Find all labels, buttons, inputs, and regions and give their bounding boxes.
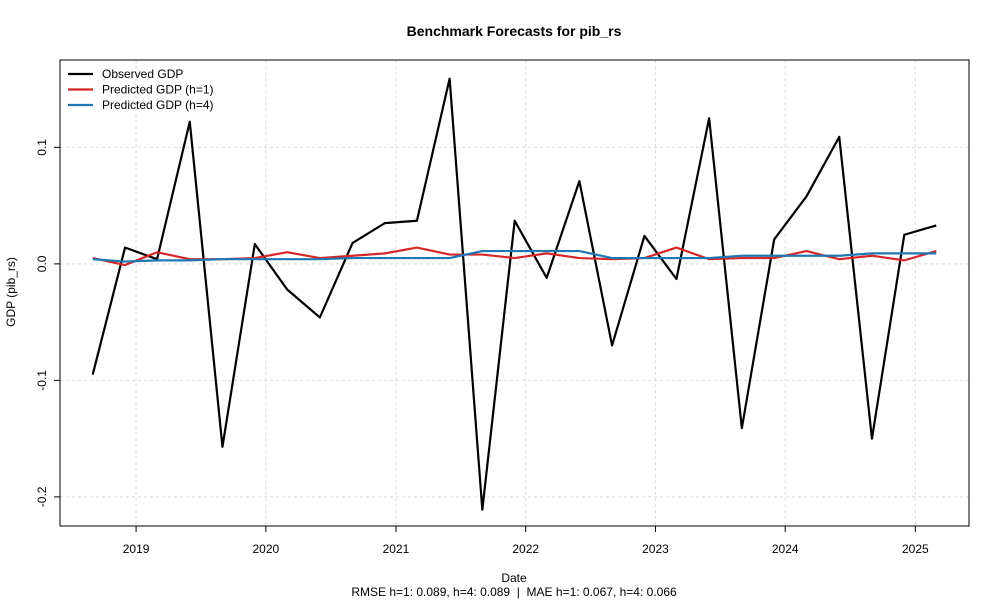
legend: Observed GDP Predicted GDP (h=1)Predicted… bbox=[68, 67, 214, 112]
x-tick-label: 2023 bbox=[642, 542, 669, 556]
x-axis-title: Date bbox=[501, 571, 527, 585]
series-lines bbox=[91, 77, 937, 511]
y-tick-label: -0.2 bbox=[35, 486, 49, 507]
axes: 2019 2020 2021 2022 2023 2024 2025 -0.2 -0.1 0.0 0… bbox=[35, 139, 929, 556]
x-tick-label: 2022 bbox=[512, 542, 539, 556]
legend-item-2: Predicted GDP (h=1) bbox=[68, 83, 214, 97]
chart-subtitle: RMSE h=1: 0.089, h=4: 0.089 | MAE h=1: 0… bbox=[351, 585, 677, 599]
chart-title: Benchmark Forecasts for pib_rs bbox=[407, 23, 622, 39]
x-tick-label: 2024 bbox=[772, 542, 799, 556]
grid bbox=[60, 60, 969, 526]
series-line-3 bbox=[92, 249, 937, 263]
legend-label: Predicted GDP (h=1) bbox=[102, 83, 214, 97]
legend-label: Observed GDP bbox=[102, 67, 183, 81]
x-tick-label: 2019 bbox=[123, 542, 150, 556]
y-tick-label: 0.0 bbox=[35, 255, 49, 272]
y-tick-label: -0.1 bbox=[35, 370, 49, 391]
x-tick-label: 2025 bbox=[902, 542, 929, 556]
legend-label: Predicted GDP (h=4) bbox=[102, 98, 214, 112]
y-tick-label: 0.1 bbox=[35, 139, 49, 156]
plot-frame bbox=[59, 59, 970, 527]
series-line-1 bbox=[91, 77, 937, 511]
legend-item-1: Observed GDP bbox=[68, 67, 183, 81]
y-axis-title: GDP (pib_rs) bbox=[4, 257, 18, 327]
x-tick-label: 2021 bbox=[383, 542, 410, 556]
legend-item-3: Predicted GDP (h=4) bbox=[68, 98, 214, 112]
x-tick-label: 2020 bbox=[252, 542, 279, 556]
